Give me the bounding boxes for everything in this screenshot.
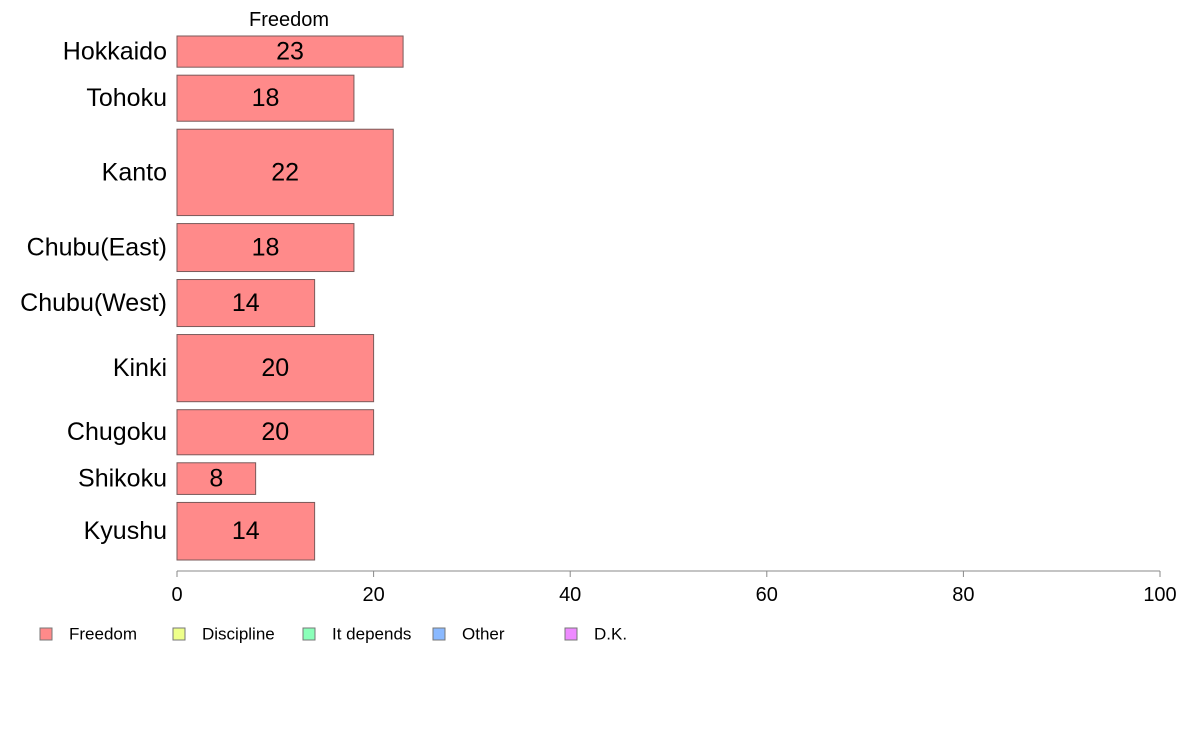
category-label: Kyushu bbox=[84, 517, 167, 545]
category-label: Tohoku bbox=[86, 84, 167, 112]
category-label: Hokkaido bbox=[63, 38, 167, 66]
legend-label: It depends bbox=[332, 625, 411, 644]
bar bbox=[176, 279, 316, 328]
x-tick-label: 40 bbox=[559, 584, 581, 606]
bar bbox=[176, 74, 355, 122]
data-label: 18 bbox=[252, 84, 280, 112]
legend: Freedom Discipline It depends Other D.K. bbox=[39, 625, 627, 644]
bar bbox=[176, 223, 355, 273]
legend-swatch bbox=[172, 627, 186, 641]
x-tick-label: 80 bbox=[952, 584, 974, 606]
legend-label: Freedom bbox=[69, 625, 137, 644]
legend-label: Other bbox=[462, 625, 505, 644]
series-title: Freedom bbox=[249, 9, 329, 31]
bar bbox=[176, 128, 394, 217]
legend-swatch bbox=[39, 627, 53, 641]
legend-label: D.K. bbox=[594, 625, 627, 644]
bar bbox=[176, 409, 375, 456]
data-label: 18 bbox=[252, 234, 280, 262]
category-label: Kinki bbox=[113, 354, 167, 382]
x-tick-label: 0 bbox=[171, 584, 182, 606]
x-tick-label: 100 bbox=[1143, 584, 1176, 606]
legend-swatch bbox=[302, 627, 316, 641]
data-label: 20 bbox=[261, 354, 289, 382]
bar bbox=[176, 462, 257, 495]
data-label: 22 bbox=[271, 158, 299, 186]
data-label: 8 bbox=[209, 465, 223, 493]
x-axis: 0 20 40 60 80 100 bbox=[171, 570, 1177, 606]
legend-swatch bbox=[432, 627, 446, 641]
bars-layer: Hokkaido 23 Tohoku 18 Kanto 22 Chubu(East) 18 Ch… bbox=[20, 35, 404, 561]
legend-swatch bbox=[564, 627, 578, 641]
category-label: Chugoku bbox=[67, 418, 167, 446]
legend-label: Discipline bbox=[202, 625, 275, 644]
category-label: Kanto bbox=[102, 158, 167, 186]
data-label: 14 bbox=[232, 289, 260, 317]
category-label: Shikoku bbox=[78, 465, 167, 493]
x-tick-label: 20 bbox=[362, 584, 384, 606]
bar bbox=[176, 35, 404, 68]
category-label: Chubu(West) bbox=[20, 289, 167, 317]
data-label: 20 bbox=[261, 418, 289, 446]
data-label: 14 bbox=[232, 517, 260, 545]
bar bbox=[176, 334, 375, 403]
x-tick-label: 60 bbox=[756, 584, 778, 606]
category-label: Chubu(East) bbox=[27, 234, 167, 262]
bar bbox=[176, 501, 316, 561]
data-label: 23 bbox=[276, 38, 304, 66]
